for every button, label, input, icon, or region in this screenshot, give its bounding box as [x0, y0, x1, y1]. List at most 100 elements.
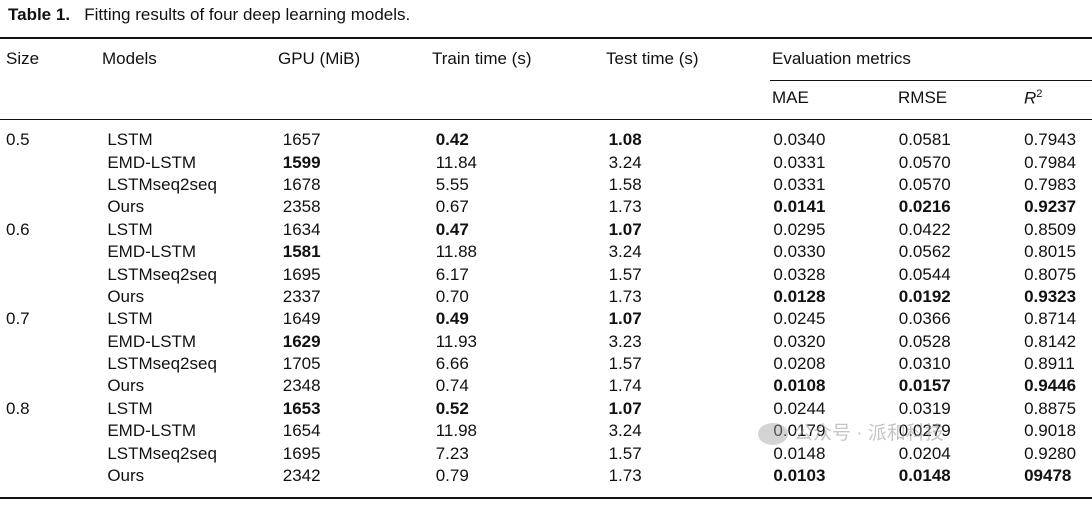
cell-gpu: 1695 [282, 443, 321, 463]
cell-test: 1.07 [608, 219, 642, 239]
cell-mae: 0.0108 [773, 376, 826, 396]
cell-gpu: 1649 [282, 309, 321, 329]
cell-gpu: 2337 [282, 286, 321, 306]
cell-model: LSTM [107, 309, 153, 329]
cell-model: LSTM [107, 219, 153, 239]
cell-mae: 0.0245 [773, 309, 826, 329]
cell-train: 6.17 [435, 264, 469, 284]
cell-gpu: 1599 [282, 152, 321, 172]
caption-label: Table 1. [8, 5, 71, 24]
results-table: 0.5 LSTM 1657 0.42 1.08 0.0340 0.0581 0.7943 EMD… [0, 129, 1092, 487]
watermark-text: 公众号 · 派和科技 [794, 423, 944, 444]
cell-r2: 0.7943 [1024, 130, 1077, 150]
cell-r2: 0.7983 [1024, 174, 1077, 194]
cell-mae: 0.0328 [773, 264, 826, 284]
cell-gpu: 1653 [282, 398, 321, 418]
header-r2-superscript: 2 [1036, 88, 1043, 100]
cell-train: 0.49 [435, 309, 469, 329]
cell-r2: 0.8142 [1024, 331, 1077, 351]
cell-size: 0.6 [6, 219, 30, 239]
cell-model: Ours [107, 197, 145, 217]
cell-rmse: 0.0216 [898, 197, 951, 217]
cell-model: EMD-LSTM [107, 242, 197, 262]
header-train-time: Train time (s) [432, 49, 532, 68]
cell-test: 1.07 [608, 398, 642, 418]
table-row: Ours 2337 0.70 1.73 0.0128 0.0192 0.9323 [0, 286, 1092, 308]
cell-test: 3.23 [608, 331, 642, 351]
cell-test: 1.08 [608, 130, 642, 150]
cell-r2: 0.8714 [1024, 309, 1077, 329]
cell-size [0, 375, 107, 397]
table-row: EMD-LSTM 1654 11.98 3.24 0.0179 0.0279 0.9018 [0, 420, 1092, 442]
cell-mae: 0.0340 [773, 130, 826, 150]
cell-test: 1.57 [608, 264, 642, 284]
cell-model: EMD-LSTM [107, 331, 197, 351]
table-row: Ours 2342 0.79 1.73 0.0103 0.0148 09478 [0, 465, 1092, 487]
cell-test: 1.73 [608, 466, 642, 486]
cell-rmse: 0.0366 [898, 309, 951, 329]
table-caption: Table 1. Fitting results of four deep le… [8, 5, 410, 25]
table-row: EMD-LSTM 1581 11.88 3.24 0.0330 0.0562 0.8015 [0, 241, 1092, 263]
cell-test: 1.07 [608, 309, 642, 329]
cell-r2: 0.8509 [1024, 219, 1077, 239]
cell-gpu: 1581 [282, 242, 321, 262]
cell-test: 1.73 [608, 197, 642, 217]
cell-r2: 0.9446 [1024, 376, 1077, 396]
cell-rmse: 0.0544 [898, 264, 951, 284]
cell-test: 1.74 [608, 376, 642, 396]
cell-size [0, 465, 107, 487]
bottom-rule [0, 497, 1092, 499]
cell-size [0, 241, 107, 263]
cell-gpu: 2348 [282, 376, 321, 396]
cell-rmse: 0.0581 [898, 130, 951, 150]
cell-model: LSTMseq2seq [107, 443, 217, 463]
cell-mae: 0.0320 [773, 331, 826, 351]
cell-mae: 0.0179 [773, 421, 826, 441]
cell-gpu: 1657 [282, 130, 321, 150]
cell-train: 11.98 [435, 421, 477, 441]
cell-mae: 0.0330 [773, 242, 826, 262]
cell-gpu: 2358 [282, 197, 321, 217]
cell-rmse: 0.0319 [898, 398, 951, 418]
top-rule [0, 37, 1092, 39]
cell-r2: 0.7984 [1024, 152, 1077, 172]
cell-rmse: 0.0422 [898, 219, 951, 239]
header-r2-base: R [1024, 88, 1037, 108]
cell-size [0, 263, 107, 285]
cell-train: 0.79 [435, 466, 469, 486]
cell-train: 6.66 [435, 354, 469, 374]
cell-size [0, 442, 107, 464]
cell-r2: 0.9280 [1024, 443, 1077, 463]
cell-mae: 0.0148 [773, 443, 826, 463]
cell-train: 0.70 [435, 286, 469, 306]
cell-model: LSTM [107, 398, 153, 418]
wechat-icon [758, 422, 788, 445]
cell-mae: 0.0331 [773, 174, 826, 194]
table-row: LSTMseq2seq 1695 6.17 1.57 0.0328 0.0544 0.807… [0, 263, 1092, 285]
cell-train: 11.88 [435, 242, 477, 262]
cell-train: 0.47 [435, 219, 469, 239]
cell-r2: 0.9018 [1024, 421, 1077, 441]
cell-gpu: 1678 [282, 174, 321, 194]
cell-r2: 0.8075 [1024, 264, 1077, 284]
cell-size [0, 174, 107, 196]
table-row: 0.5 LSTM 1657 0.42 1.08 0.0340 0.0581 0.7943 [0, 129, 1092, 151]
cell-gpu: 1705 [282, 354, 321, 374]
header-test-time: Test time (s) [606, 49, 699, 68]
cell-test: 1.73 [608, 286, 642, 306]
table-row: 0.8 LSTM 1653 0.52 1.07 0.0244 0.0319 0.8875 [0, 398, 1092, 420]
cell-size: 0.5 [6, 130, 30, 150]
cell-rmse: 0.0570 [898, 174, 951, 194]
cell-r2: 0.9323 [1024, 286, 1077, 306]
cell-train: 0.74 [435, 376, 469, 396]
cell-gpu: 1629 [282, 331, 321, 351]
cell-mae: 0.0208 [773, 354, 826, 374]
cell-r2: 0.9237 [1024, 197, 1077, 217]
cell-r2: 09478 [1024, 466, 1072, 486]
cell-mae: 0.0295 [773, 219, 826, 239]
cell-model: LSTM [107, 130, 153, 150]
table-row: EMD-LSTM 1629 11.93 3.23 0.0320 0.0528 0.8142 [0, 331, 1092, 353]
cell-test: 1.57 [608, 443, 642, 463]
cell-rmse: 0.0562 [898, 242, 951, 262]
cell-size [0, 151, 107, 173]
